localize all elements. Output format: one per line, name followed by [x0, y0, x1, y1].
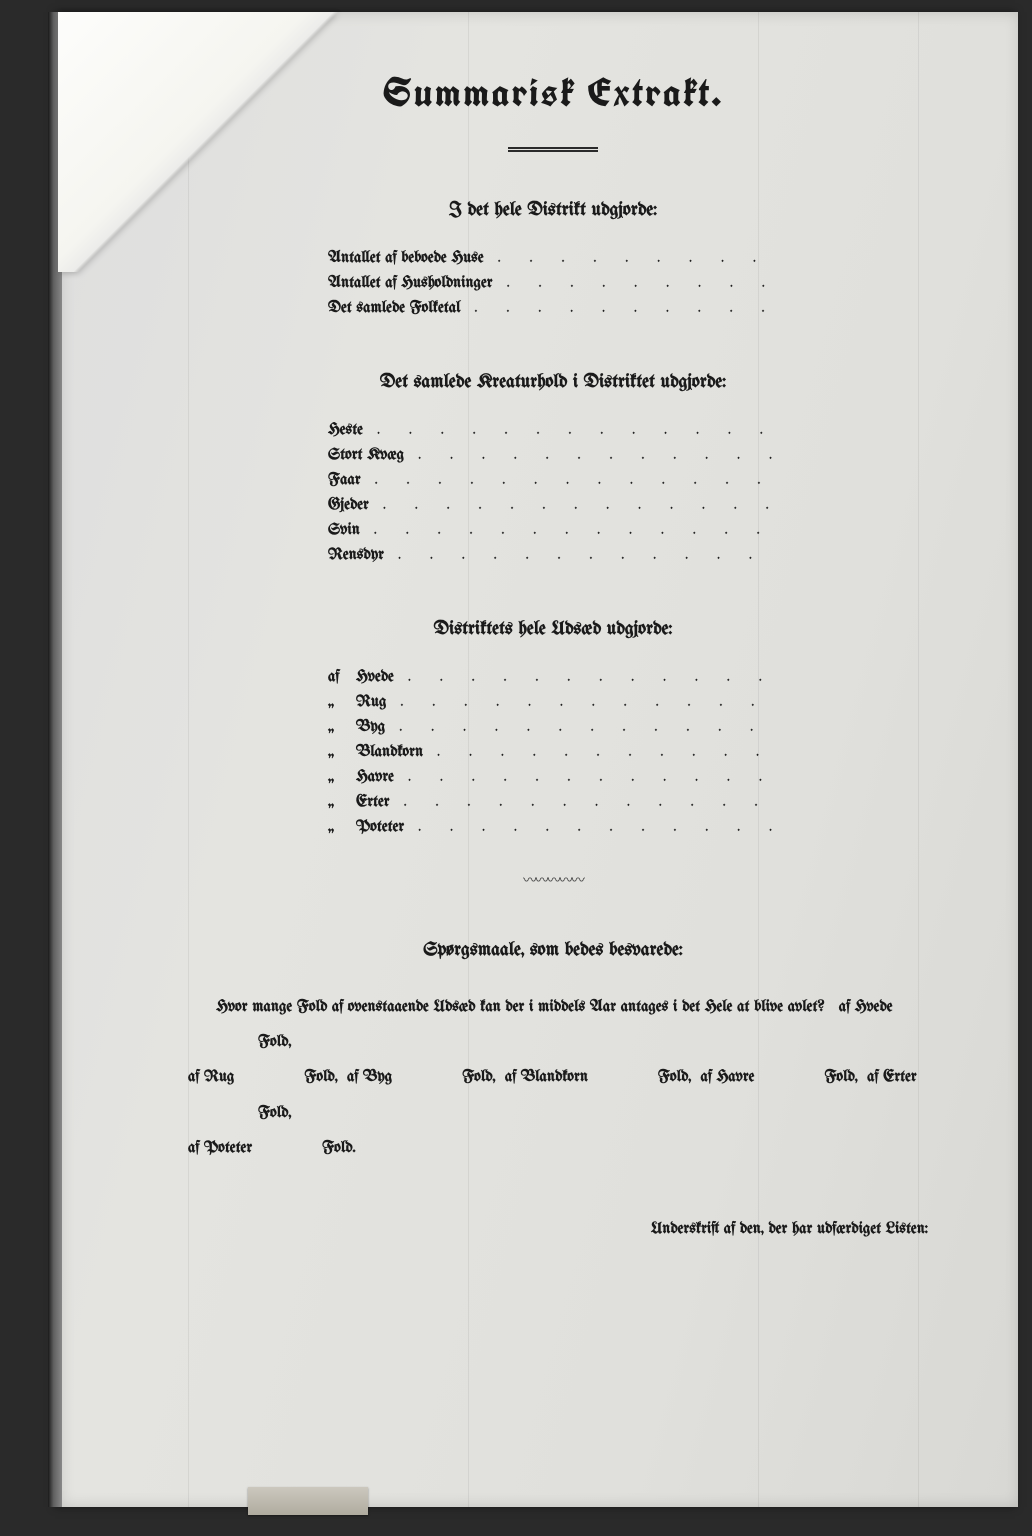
- row-label: Byg: [356, 719, 385, 736]
- unit: Fold,: [462, 1069, 495, 1086]
- row-label: Rug: [356, 694, 386, 711]
- row-faar: Faar . . . . . . . . . . . . . . . .: [328, 472, 778, 489]
- questions-heading: Spørgsmaale, som bedes besvarede:: [148, 940, 958, 960]
- leader-dots: . . . . . . . . . .: [474, 300, 778, 317]
- leader-dots: . . . . . . . . . . . . . . .: [404, 794, 778, 811]
- leader-dots: . . . . . . . . . . . . . .: [408, 669, 778, 686]
- questions-text: Hvor mange Fold af ovenstaaende Udsæd ka…: [148, 990, 958, 1166]
- row-label: Hvede: [356, 669, 394, 686]
- leader-dots: . . . . . . . . . . . . . . .: [383, 497, 778, 514]
- row-rensdyr: Rensdyr . . . . . . . . . . . . . . .: [328, 547, 778, 564]
- crop-havre: Havre: [717, 1069, 755, 1086]
- row-svin: Svin . . . . . . . . . . . . . . . .: [328, 522, 778, 539]
- row-hvede: af Hvede . . . . . . . . . . . . . .: [328, 669, 778, 686]
- unit: Fold,: [824, 1069, 857, 1086]
- crop-rug: Rug: [204, 1069, 234, 1086]
- archival-tab: [248, 1487, 368, 1515]
- row-prefix: „: [328, 744, 356, 761]
- row-label: Rensdyr: [328, 547, 384, 564]
- row-label: Antallet af Husholdninger: [328, 275, 493, 292]
- row-label: Erter: [356, 794, 390, 811]
- row-rug: „ Rug . . . . . . . . . . . . . . .: [328, 694, 778, 711]
- section2-heading: Det samlede Kreaturhold i Distriktet udg…: [148, 372, 958, 392]
- leader-dots: . . . . . . . . . . . . . . .: [377, 422, 778, 439]
- unit: Fold,: [658, 1069, 691, 1086]
- row-blandkorn: „ Blandkorn . . . . . . . . . . . . .: [328, 744, 778, 761]
- row-prefix: „: [328, 819, 356, 836]
- row-erter: „ Erter . . . . . . . . . . . . . . .: [328, 794, 778, 811]
- section3-heading: Distriktets hele Udsæd udgjorde:: [148, 619, 958, 639]
- leader-dots: . . . . . . . . .: [507, 275, 778, 292]
- page-corner-fold: [58, 12, 348, 272]
- signature-line: Underskrift af den, der har udfærdiget L…: [148, 1221, 958, 1238]
- row-prefix: „: [328, 769, 356, 786]
- crop-blandkorn: Blandkorn: [521, 1069, 588, 1086]
- row-prefix: „: [328, 719, 356, 736]
- leader-dots: . . . . . . . . . . . . .: [418, 447, 778, 464]
- row-label: Faar: [328, 472, 361, 489]
- unit: Fold,: [304, 1069, 337, 1086]
- row-gjeder: Gjeder . . . . . . . . . . . . . . .: [328, 497, 778, 514]
- row-poteter: „ Poteter . . . . . . . . . . . . . .: [328, 819, 778, 836]
- row-label: Stort Kvæg: [328, 447, 404, 464]
- row-label: Antallet af beboede Huse: [328, 250, 484, 267]
- document-page: Summarisk Extrakt. I det hele Distrikt u…: [58, 12, 1018, 1507]
- leader-dots: . . . . . . . . . . . . .: [437, 744, 778, 761]
- leader-dots: . . . . . . . . . . . . . . .: [398, 547, 778, 564]
- row-husholdninger: Antallet af Husholdninger . . . . . . . …: [328, 275, 778, 292]
- row-label: Gjeder: [328, 497, 369, 514]
- row-heste: Heste . . . . . . . . . . . . . . .: [328, 422, 778, 439]
- row-label: Svin: [328, 522, 360, 539]
- row-folketal: Det samlede Folketal . . . . . . . . . .: [328, 300, 778, 317]
- row-prefix: „: [328, 794, 356, 811]
- questions-block: Spørgsmaale, som bedes besvarede: Hvor m…: [148, 940, 958, 1166]
- leader-dots: . . . . . . . . . . . . . . .: [400, 694, 778, 711]
- wavy-divider: 〰〰〰〰〰: [148, 870, 958, 890]
- leader-dots: . . . . . . . . . . . . . . . .: [374, 522, 778, 539]
- row-label: Blandkorn: [356, 744, 423, 761]
- row-byg: „ Byg . . . . . . . . . . . . . . .: [328, 719, 778, 736]
- row-prefix: „: [328, 694, 356, 711]
- section3-block: af Hvede . . . . . . . . . . . . . . „ R…: [328, 669, 778, 836]
- leader-dots: . . . . . . . . . . . . . . .: [408, 769, 778, 786]
- row-label: Heste: [328, 422, 363, 439]
- leader-dots: . . . . . . . . .: [498, 250, 778, 267]
- row-beboede-huse: Antallet af beboede Huse . . . . . . . .…: [328, 250, 778, 267]
- row-label: Det samlede Folketal: [328, 300, 460, 317]
- row-prefix: af: [328, 669, 356, 686]
- title-rule: [508, 147, 598, 152]
- crop-byg: Byg: [363, 1069, 392, 1086]
- unit: Fold,: [258, 1034, 291, 1051]
- section1-block: Antallet af beboede Huse . . . . . . . .…: [328, 250, 778, 317]
- leader-dots: . . . . . . . . . . . . . . .: [399, 719, 778, 736]
- crop-erter: Erter: [883, 1069, 917, 1086]
- unit: Fold.: [322, 1140, 356, 1157]
- section2-block: Heste . . . . . . . . . . . . . . . Stor…: [328, 422, 778, 564]
- leader-dots: . . . . . . . . . . . . . . . .: [375, 472, 778, 489]
- unit: Fold,: [258, 1105, 291, 1122]
- leader-dots: . . . . . . . . . . . . . .: [418, 819, 778, 836]
- crop-poteter: Poteter: [204, 1140, 252, 1157]
- crop-hvede: Hvede: [855, 999, 893, 1016]
- row-havre: „ Havre . . . . . . . . . . . . . . .: [328, 769, 778, 786]
- row-stort-kvaeg: Stort Kvæg . . . . . . . . . . . . .: [328, 447, 778, 464]
- row-label: Havre: [356, 769, 394, 786]
- questions-intro: Hvor mange Fold af ovenstaaende Udsæd ka…: [216, 999, 825, 1016]
- row-label: Poteter: [356, 819, 404, 836]
